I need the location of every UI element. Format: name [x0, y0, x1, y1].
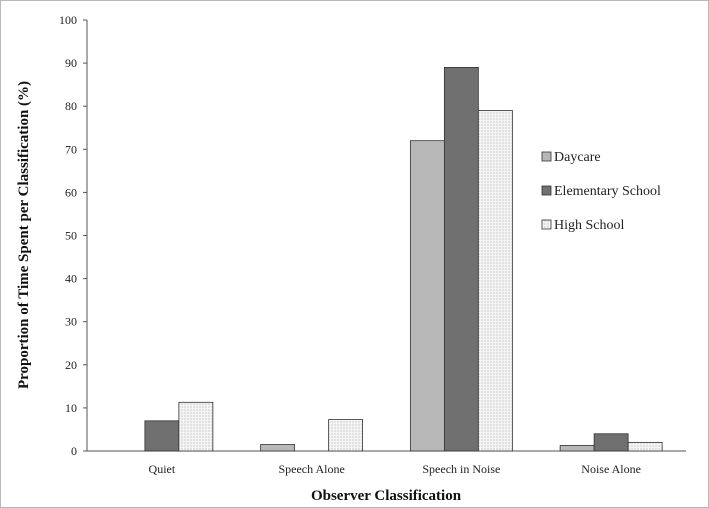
x-axis-tick-labels: Quiet Speech Alone Speech in Noise Noise Al…	[149, 462, 641, 476]
y-tick-label: 60	[65, 185, 77, 199]
y-tick-label: 70	[65, 142, 77, 156]
y-tick-label: 30	[65, 315, 77, 329]
x-tick-label: Speech in Noise	[422, 462, 500, 476]
legend-label-elementary-school: Elementary School	[554, 184, 661, 199]
legend-label-high-school: High School	[554, 218, 625, 233]
y-tick-label: 10	[65, 401, 77, 415]
y-tick-label: 50	[65, 229, 77, 243]
bar-daycare-noise-alone	[559, 444, 595, 452]
legend-swatch-high-school	[541, 219, 552, 230]
x-tick-label: Quiet	[149, 462, 176, 476]
bar-high-school-noise-alone	[627, 441, 663, 452]
bar-high-school-speech-alone	[328, 419, 364, 452]
bar-elementary-school-noise-alone	[593, 433, 629, 452]
y-tick-label: 40	[65, 272, 77, 286]
bar-high-school-speech-in-noise	[477, 110, 513, 452]
y-tick-label: 90	[65, 56, 77, 70]
bar-elementary-school-speech-in-noise	[443, 67, 479, 452]
legend-swatch-elementary-school	[541, 185, 552, 196]
bars-group	[144, 67, 663, 452]
bar-daycare-speech-in-noise	[409, 140, 445, 452]
y-tick-label: 20	[65, 358, 77, 372]
y-tick-label: 80	[65, 99, 77, 113]
legend-swatch-daycare	[541, 151, 552, 162]
legend-label-daycare: Daycare	[554, 150, 601, 165]
bar-high-school-quiet	[178, 401, 214, 452]
y-tick-label: 100	[59, 13, 77, 27]
x-tick-label: Noise Alone	[581, 462, 641, 476]
bar-elementary-school-quiet	[144, 420, 180, 452]
y-tick-label: 0	[71, 444, 77, 458]
legend: Daycare Elementary School High School	[541, 150, 661, 233]
x-tick-label: Speech Alone	[278, 462, 344, 476]
y-axis-title: Proportion of Time Spent per Classificat…	[16, 81, 32, 389]
y-axis-ticks: 0 10 20 30 40 50 60 70 80 90 100	[59, 13, 87, 458]
bar-daycare-speech-alone	[260, 444, 296, 452]
x-axis-title: Observer Classification	[311, 488, 462, 504]
